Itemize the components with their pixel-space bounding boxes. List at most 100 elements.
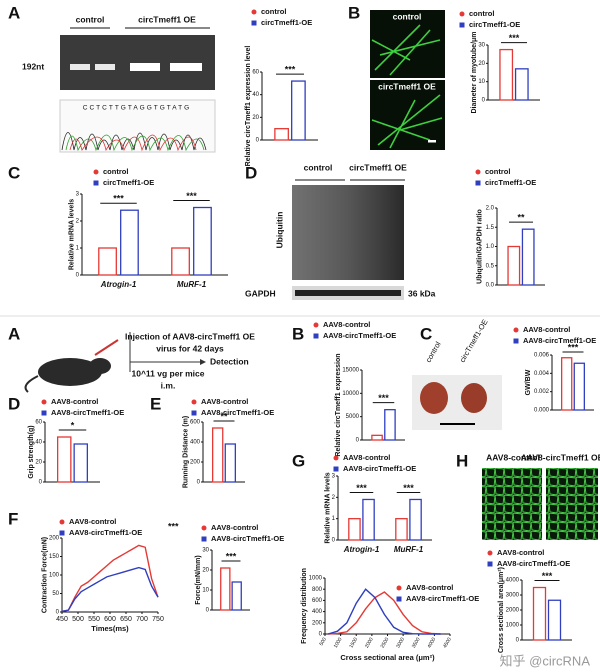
y-axis-label: Grip strength(g) [28,425,35,478]
bar [384,409,396,441]
legend-marker [459,11,465,17]
legend-marker [251,9,257,15]
y-tick-label: 200 [312,620,323,626]
x-tick-label: 1000 [333,636,344,649]
y-tick-label: 400 [190,440,201,446]
significance: *** [226,551,237,561]
y-tick-label: 200 [190,460,201,466]
x-tick-label: 550 [88,616,100,623]
y-tick-label: 30 [202,548,209,554]
photo-label: circTmeff1-OE [458,318,490,364]
legend-label: AAV8-control [201,397,248,406]
protocol: Injection of AAV8-circTmeff1 OE [125,331,255,341]
bar [395,518,408,541]
y-tick-label: 3 [332,474,336,480]
category-label: MuRF-1 [177,280,207,289]
y-tick-label: 0.002 [534,389,550,395]
significance: ** [220,411,228,421]
bar [409,498,422,541]
panel-letter: E [150,394,161,413]
y-tick-label: 600 [312,598,323,604]
bar [57,436,72,483]
category-label: Atrogin-1 [343,545,380,554]
legend-marker [191,399,197,405]
bar [98,247,117,276]
y-tick-label: 0 [56,610,60,616]
y-tick-label: 2 [76,219,80,225]
y-tick-label: 200 [49,536,60,542]
muscle [420,382,448,414]
blot-label: GAPDH [245,288,276,298]
significance: ** [517,213,525,223]
legend-marker [475,180,481,186]
y-tick-label: 800 [312,587,323,593]
image-label: AAV8-control [486,452,540,462]
y-tick-label: 150 [49,554,60,560]
bar [291,80,306,141]
series-line [61,566,159,612]
legend-label: AAV8-control [406,583,453,592]
y-tick-label: 0 [356,438,360,444]
muscle [461,383,487,413]
y-tick-label: 60 [252,70,259,76]
significance: * [71,420,75,430]
x-tick-label: 700 [136,616,148,623]
x-tick-label: 2000 [364,636,375,649]
image-label: circTmeff1 OE [378,81,436,91]
y-axis-label: Relative mRNA levels [68,199,75,270]
y-tick-label: 1000 [309,576,323,582]
legend-marker [251,20,257,26]
bar [220,567,231,611]
bar [274,128,289,141]
panel-letter: D [245,163,257,182]
significance: *** [403,483,414,493]
lane-label: control [304,162,333,172]
legend-label: AAV8-circTmeff1-OE [323,331,396,340]
series-line [327,588,441,635]
significance: *** [378,393,389,403]
legend-label: AAV8-circTmeff1-OE [497,559,570,568]
legend-label: control [261,7,286,16]
legend-label: AAV8-control [323,320,370,329]
x-axis-label: Times(ms) [91,624,129,633]
band-size: 192nt [22,61,44,71]
x-tick-label: 450 [56,616,68,623]
legend-label: AAV8-circTmeff1-OE [406,594,479,603]
x-tick-label: 600 [104,616,116,623]
significance: *** [542,571,553,581]
legend-label: AAV8-control [211,523,258,532]
micrograph [482,468,542,540]
bar [120,209,139,276]
panel-letter: H [456,451,468,470]
y-tick-label: 2.0 [486,206,495,212]
protocol: Detection [210,356,249,366]
legend-marker [93,180,99,186]
legend-marker [333,466,339,472]
y-tick-label: 20 [252,115,259,121]
bar [547,599,562,641]
blot-size: 36 kDa [408,288,436,298]
y-tick-label: 10000 [342,391,359,397]
y-tick-label: 40 [252,92,259,98]
watermark: 知乎 @circRNA [500,653,591,668]
legend-label: circTmeff1-OE [469,20,520,29]
x-tick-label: 3000 [395,636,406,649]
y-axis-label: Force(mN/mm) [195,555,202,604]
legend-marker [41,399,47,405]
blot-smear [292,185,404,280]
bar [362,498,375,541]
legend-marker [313,322,319,328]
syringe [94,339,119,356]
y-tick-label: 10 [202,588,209,594]
sequence: CCTCTTGTAGGTGTATG [83,105,191,112]
myotubes [371,24,443,149]
bar [507,245,521,286]
legend-marker [487,550,493,556]
y-tick-label: 3 [76,192,80,198]
lane-label: control [76,14,105,24]
band [295,290,401,296]
legend-marker [333,455,339,461]
y-tick-label: 0.004 [534,371,550,377]
lane-label: circTmeff1 OE [138,14,196,24]
bar [193,206,212,276]
